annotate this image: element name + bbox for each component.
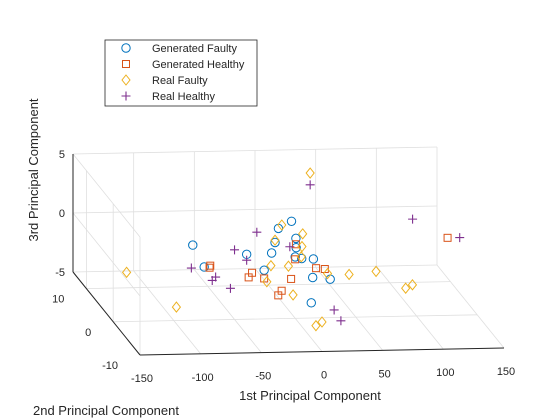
grid-line [133, 270, 201, 355]
data-point [408, 214, 418, 224]
data-point [401, 282, 411, 294]
y-axis-label: 2nd Principal Component [33, 403, 179, 418]
x-tick-label: 150 [497, 366, 515, 378]
data-point [344, 268, 354, 281]
data-point [274, 291, 283, 300]
y-tick-label: 10 [52, 294, 64, 306]
x-tick-label: 0 [321, 370, 327, 382]
data-point [186, 263, 196, 273]
data-point [262, 275, 272, 288]
data-point [322, 267, 333, 280]
grid-line [376, 265, 444, 350]
x-tick-label: -50 [255, 371, 271, 383]
legend-label: Generated Healthy [152, 59, 245, 71]
data-point [311, 319, 321, 332]
data-point [296, 251, 306, 263]
axis-labels: 1st Principal Component 2nd Principal Co… [26, 98, 381, 418]
data-point [288, 289, 298, 301]
data-point [329, 305, 339, 315]
x-tick-label: 100 [436, 367, 454, 379]
data-point [307, 272, 318, 283]
data-point [407, 279, 418, 291]
series-real-healthy [186, 180, 465, 326]
z-tick-label: -5 [55, 267, 65, 279]
grid-line [113, 314, 478, 323]
data-point [298, 228, 308, 240]
grid-line [72, 212, 141, 297]
data-point [285, 242, 295, 252]
data-points [121, 167, 465, 332]
data-point [252, 227, 262, 237]
data-point [325, 274, 335, 284]
data-point [266, 259, 276, 272]
grid-line [194, 269, 262, 353]
legend-box [104, 39, 258, 107]
data-point [188, 240, 198, 250]
data-point [308, 254, 319, 264]
data-point [270, 237, 280, 248]
data-point [305, 180, 315, 190]
z-tick-label: 0 [59, 208, 65, 220]
y-tick-label: 0 [85, 327, 91, 339]
data-point [242, 255, 252, 265]
data-point [291, 233, 301, 244]
data-point [297, 240, 307, 253]
data-point [306, 298, 316, 308]
legend: Generated Faulty Generated Healthy Real Fa… [104, 39, 258, 107]
data-point [336, 316, 346, 326]
z-axis-label: 3rd Principal Component [26, 98, 41, 241]
series-generated-healthy [205, 233, 452, 300]
data-point [317, 316, 327, 328]
legend-label: Real Healthy [152, 91, 215, 103]
data-point [312, 264, 321, 273]
data-point [443, 233, 452, 242]
data-point [297, 253, 307, 264]
y-tick-label: -10 [102, 360, 118, 372]
data-point [455, 233, 465, 243]
data-point [290, 252, 300, 262]
data-point [283, 260, 294, 272]
data-point [277, 219, 287, 231]
data-point [206, 261, 215, 270]
legend-marker-diamond [121, 74, 131, 86]
series-real-faulty [121, 167, 418, 332]
grid-line [436, 264, 505, 349]
data-point [266, 248, 277, 258]
legend-label: Generated Faulty [152, 43, 237, 55]
x-tick-label: -100 [192, 372, 214, 384]
legend-marker-plus [121, 91, 131, 101]
data-point [171, 301, 182, 313]
y-axis-line [72, 271, 141, 356]
x-tick-label: 50 [379, 368, 391, 380]
grid-line [72, 153, 141, 238]
data-point [230, 245, 240, 255]
z-tick-label: 5 [59, 149, 65, 161]
legend-marker-circle [121, 43, 131, 53]
data-point [286, 216, 297, 226]
data-point [199, 262, 209, 272]
data-point [287, 274, 296, 283]
legend-label: Real Faulty [152, 75, 208, 87]
data-point [270, 234, 280, 246]
grid-line [254, 268, 323, 352]
axes-grid [72, 146, 505, 356]
x-axis-line [139, 347, 505, 356]
data-point [371, 265, 381, 278]
data-point [225, 283, 235, 293]
data-point [207, 275, 217, 285]
data-point [259, 265, 269, 275]
x-axis-label: 1st Principal Component [239, 388, 381, 403]
data-point [244, 273, 253, 282]
legend-marker-square [122, 60, 130, 68]
data-point [205, 263, 214, 272]
grid-line [72, 146, 438, 155]
data-point [305, 167, 315, 179]
grid-line [72, 205, 438, 214]
data-point [121, 266, 132, 279]
x-tick-label: -150 [131, 373, 153, 385]
